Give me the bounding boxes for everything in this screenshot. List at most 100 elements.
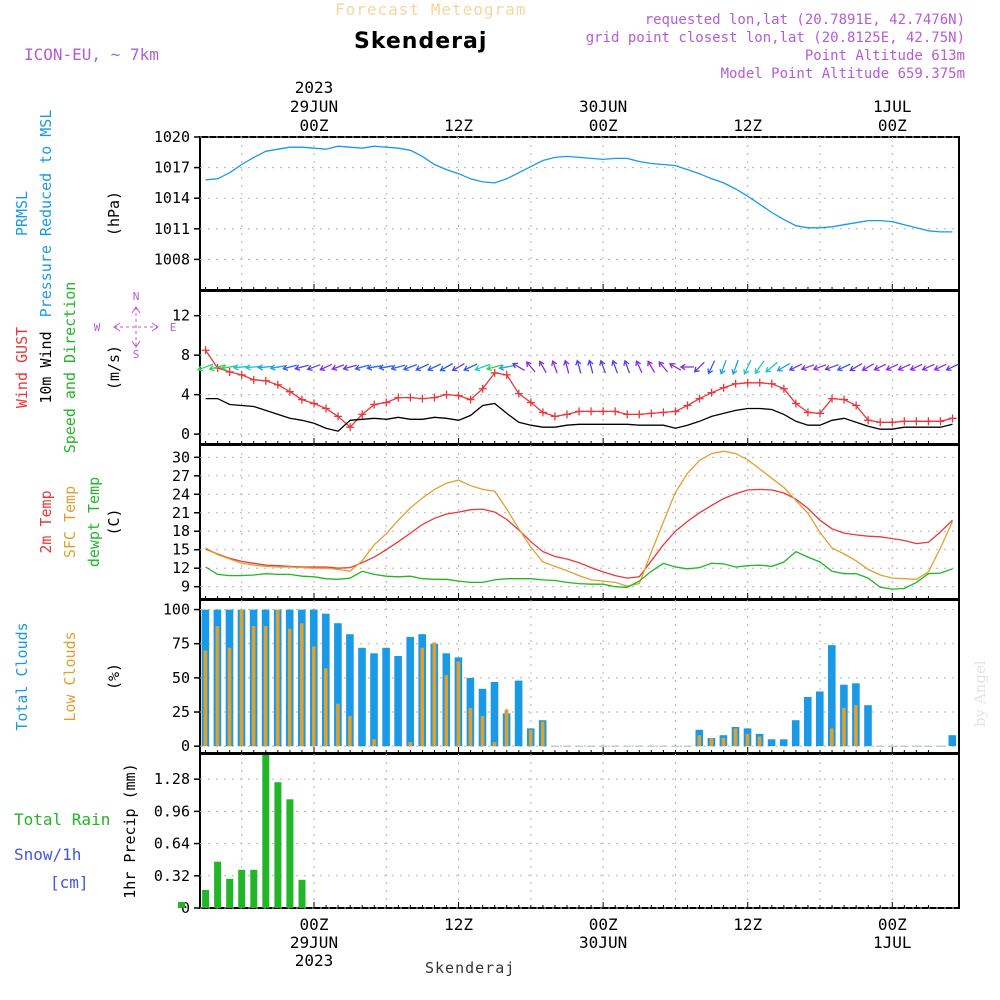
precip-bar (298, 879, 306, 908)
date-label-top: 1JUL (873, 97, 912, 116)
y-tick-label: 21 (172, 504, 190, 522)
panel-pressure: 1008 1011 1014 1017 1020 (hPa) PRMSL Pressure R… (13, 110, 960, 317)
gust-marker (454, 391, 463, 400)
wind-direction-arrow (525, 361, 536, 373)
gust-marker (948, 414, 957, 423)
gust-marker (900, 417, 909, 426)
y-axis-label: (C) (105, 508, 123, 535)
gust-marker (261, 376, 270, 385)
low-cloud-bar (324, 668, 328, 747)
wind-direction-arrow (635, 359, 643, 374)
panel-frame (199, 136, 960, 291)
low-cloud-bar (312, 646, 316, 747)
gust-marker (936, 417, 945, 426)
series-line (205, 145, 953, 233)
y-tick-label: 100 (163, 601, 190, 619)
gust-marker (418, 394, 427, 403)
y-tick-label: 0 (181, 737, 190, 755)
y-tick-label: 9 (181, 578, 190, 596)
date-label-top: 29JUN (290, 97, 338, 116)
date-label-top: 30JUN (579, 97, 627, 116)
wind-direction-arrow (933, 363, 947, 372)
low-cloud-bar (420, 647, 424, 747)
panel-precip: 0 0.32 0.64 0.96 1.28 1hr Precip (mm) Total Ra… (14, 753, 960, 917)
gust-marker (322, 404, 331, 413)
compass-west: W (94, 321, 101, 334)
y-tick-label: 1008 (154, 250, 190, 268)
gust-marker (538, 408, 547, 417)
gust-marker (502, 370, 511, 379)
gust-marker (803, 408, 812, 417)
low-cloud-bar (456, 661, 461, 747)
panel-clouds: 0 25 50 75 100 (%) Total Clouds Low Clouds (13, 599, 960, 755)
time-tick-label-top: 12Z (444, 116, 473, 135)
gust-marker (358, 410, 367, 419)
low-cloud-bar (492, 742, 497, 747)
y-tick-label: 0 (181, 899, 190, 917)
side-label: Total Rain (14, 810, 110, 829)
time-tick-label-bottom: 12Z (444, 915, 473, 934)
gust-marker (201, 346, 210, 355)
total-cloud-bar (406, 636, 414, 747)
gust-marker (840, 395, 849, 404)
gust-marker (876, 418, 885, 427)
gust-marker (394, 393, 403, 402)
low-cloud-bar (300, 623, 304, 747)
y-tick-label: 0.32 (154, 867, 190, 885)
model-altitude: Model Point Altitude 659.375m (721, 66, 965, 82)
subtitle: Forecast Meteogram (335, 0, 526, 19)
wind-direction-arrow (921, 363, 935, 372)
wind-direction-arrow (788, 363, 803, 372)
gust-marker (575, 407, 584, 416)
side-label: Speed and Direction (61, 282, 79, 454)
wind-direction-arrow (754, 360, 765, 375)
side-label: Total Clouds (13, 622, 31, 730)
wind-direction-arrow (647, 360, 656, 374)
low-cloud-bar (287, 628, 292, 747)
wind-direction-arrow (319, 363, 333, 371)
low-cloud-bar (336, 703, 340, 747)
precip-bar (262, 755, 270, 908)
gust-marker (273, 380, 282, 389)
low-cloud-bar (721, 738, 726, 747)
y-tick-label: 24 (172, 485, 190, 503)
y-tick-label: 1014 (154, 189, 190, 207)
y-tick-label: 0 (181, 425, 190, 443)
requested-coords: requested lon,lat (20.7891E, 42.7476N) (645, 12, 965, 28)
low-cloud-bar (263, 626, 268, 747)
gust-marker (719, 383, 728, 392)
low-cloud-bar (444, 675, 449, 747)
gust-marker (249, 375, 258, 384)
total-cloud-bar (864, 705, 872, 747)
wind-direction-arrow (342, 364, 357, 371)
wind-direction-arrow (885, 363, 899, 371)
side-label: Wind GUST (13, 327, 31, 408)
low-cloud-bar (215, 626, 220, 747)
gust-marker (731, 379, 740, 388)
gust-marker (310, 399, 318, 408)
gust-marker (237, 370, 246, 379)
total-cloud-bar (779, 739, 788, 747)
wind-direction-arrow (257, 364, 274, 371)
total-cloud-bar (828, 645, 836, 747)
wind-direction-arrow (909, 363, 923, 372)
time-tick-label-top: 00Z (300, 116, 329, 135)
time-tick-label-bottom: 12Z (733, 915, 762, 934)
gust-marker (743, 378, 752, 387)
gust-marker (514, 389, 523, 398)
model-label: ICON-EU, ~ 7km (24, 45, 159, 64)
time-tick-label-top: 00Z (589, 116, 618, 135)
gust-marker (767, 379, 776, 388)
y-axis-label: 1hr Precip (mm) (121, 763, 139, 898)
gust-marker (334, 412, 343, 421)
total-cloud-bar (804, 697, 812, 747)
gust-marker (864, 416, 873, 425)
gust-marker (225, 367, 234, 376)
wind-direction-arrow (731, 359, 739, 376)
gust-marker (466, 395, 475, 404)
wind-direction-arrow (812, 364, 827, 371)
y-tick-label: 1011 (154, 220, 190, 238)
y-tick-label: 1.28 (154, 770, 190, 788)
side-label: dewpt Temp (85, 477, 103, 567)
